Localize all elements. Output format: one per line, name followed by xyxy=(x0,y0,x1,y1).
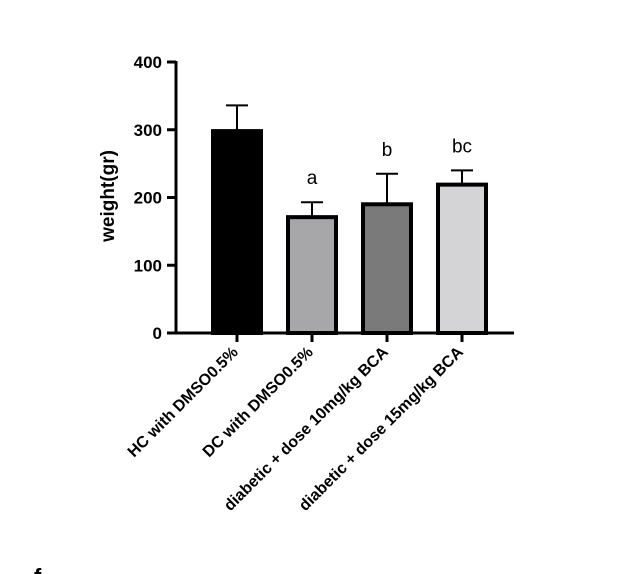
page-corner-mark: f xyxy=(34,564,42,574)
significance-label: a xyxy=(307,168,318,189)
y-axis-title: weight(gr) xyxy=(98,150,119,243)
x-tick-label: diabetic + dose 10mg/kg BCA xyxy=(221,343,392,514)
bars xyxy=(211,104,488,336)
y-tick-label: 300 xyxy=(134,121,162,140)
y-tick-label: 200 xyxy=(134,189,162,208)
bar xyxy=(211,129,263,335)
significance-label: b xyxy=(382,140,393,161)
significance-label: bc xyxy=(452,136,472,157)
bar xyxy=(286,215,338,336)
y-tick-label: 400 xyxy=(134,53,162,72)
x-tick-label: diabetic + dose 15mg/kg BCA xyxy=(296,343,467,514)
y-tick-label: 0 xyxy=(153,324,162,343)
bar xyxy=(361,202,413,335)
y-tick-label: 100 xyxy=(134,256,162,275)
bar xyxy=(436,182,488,335)
